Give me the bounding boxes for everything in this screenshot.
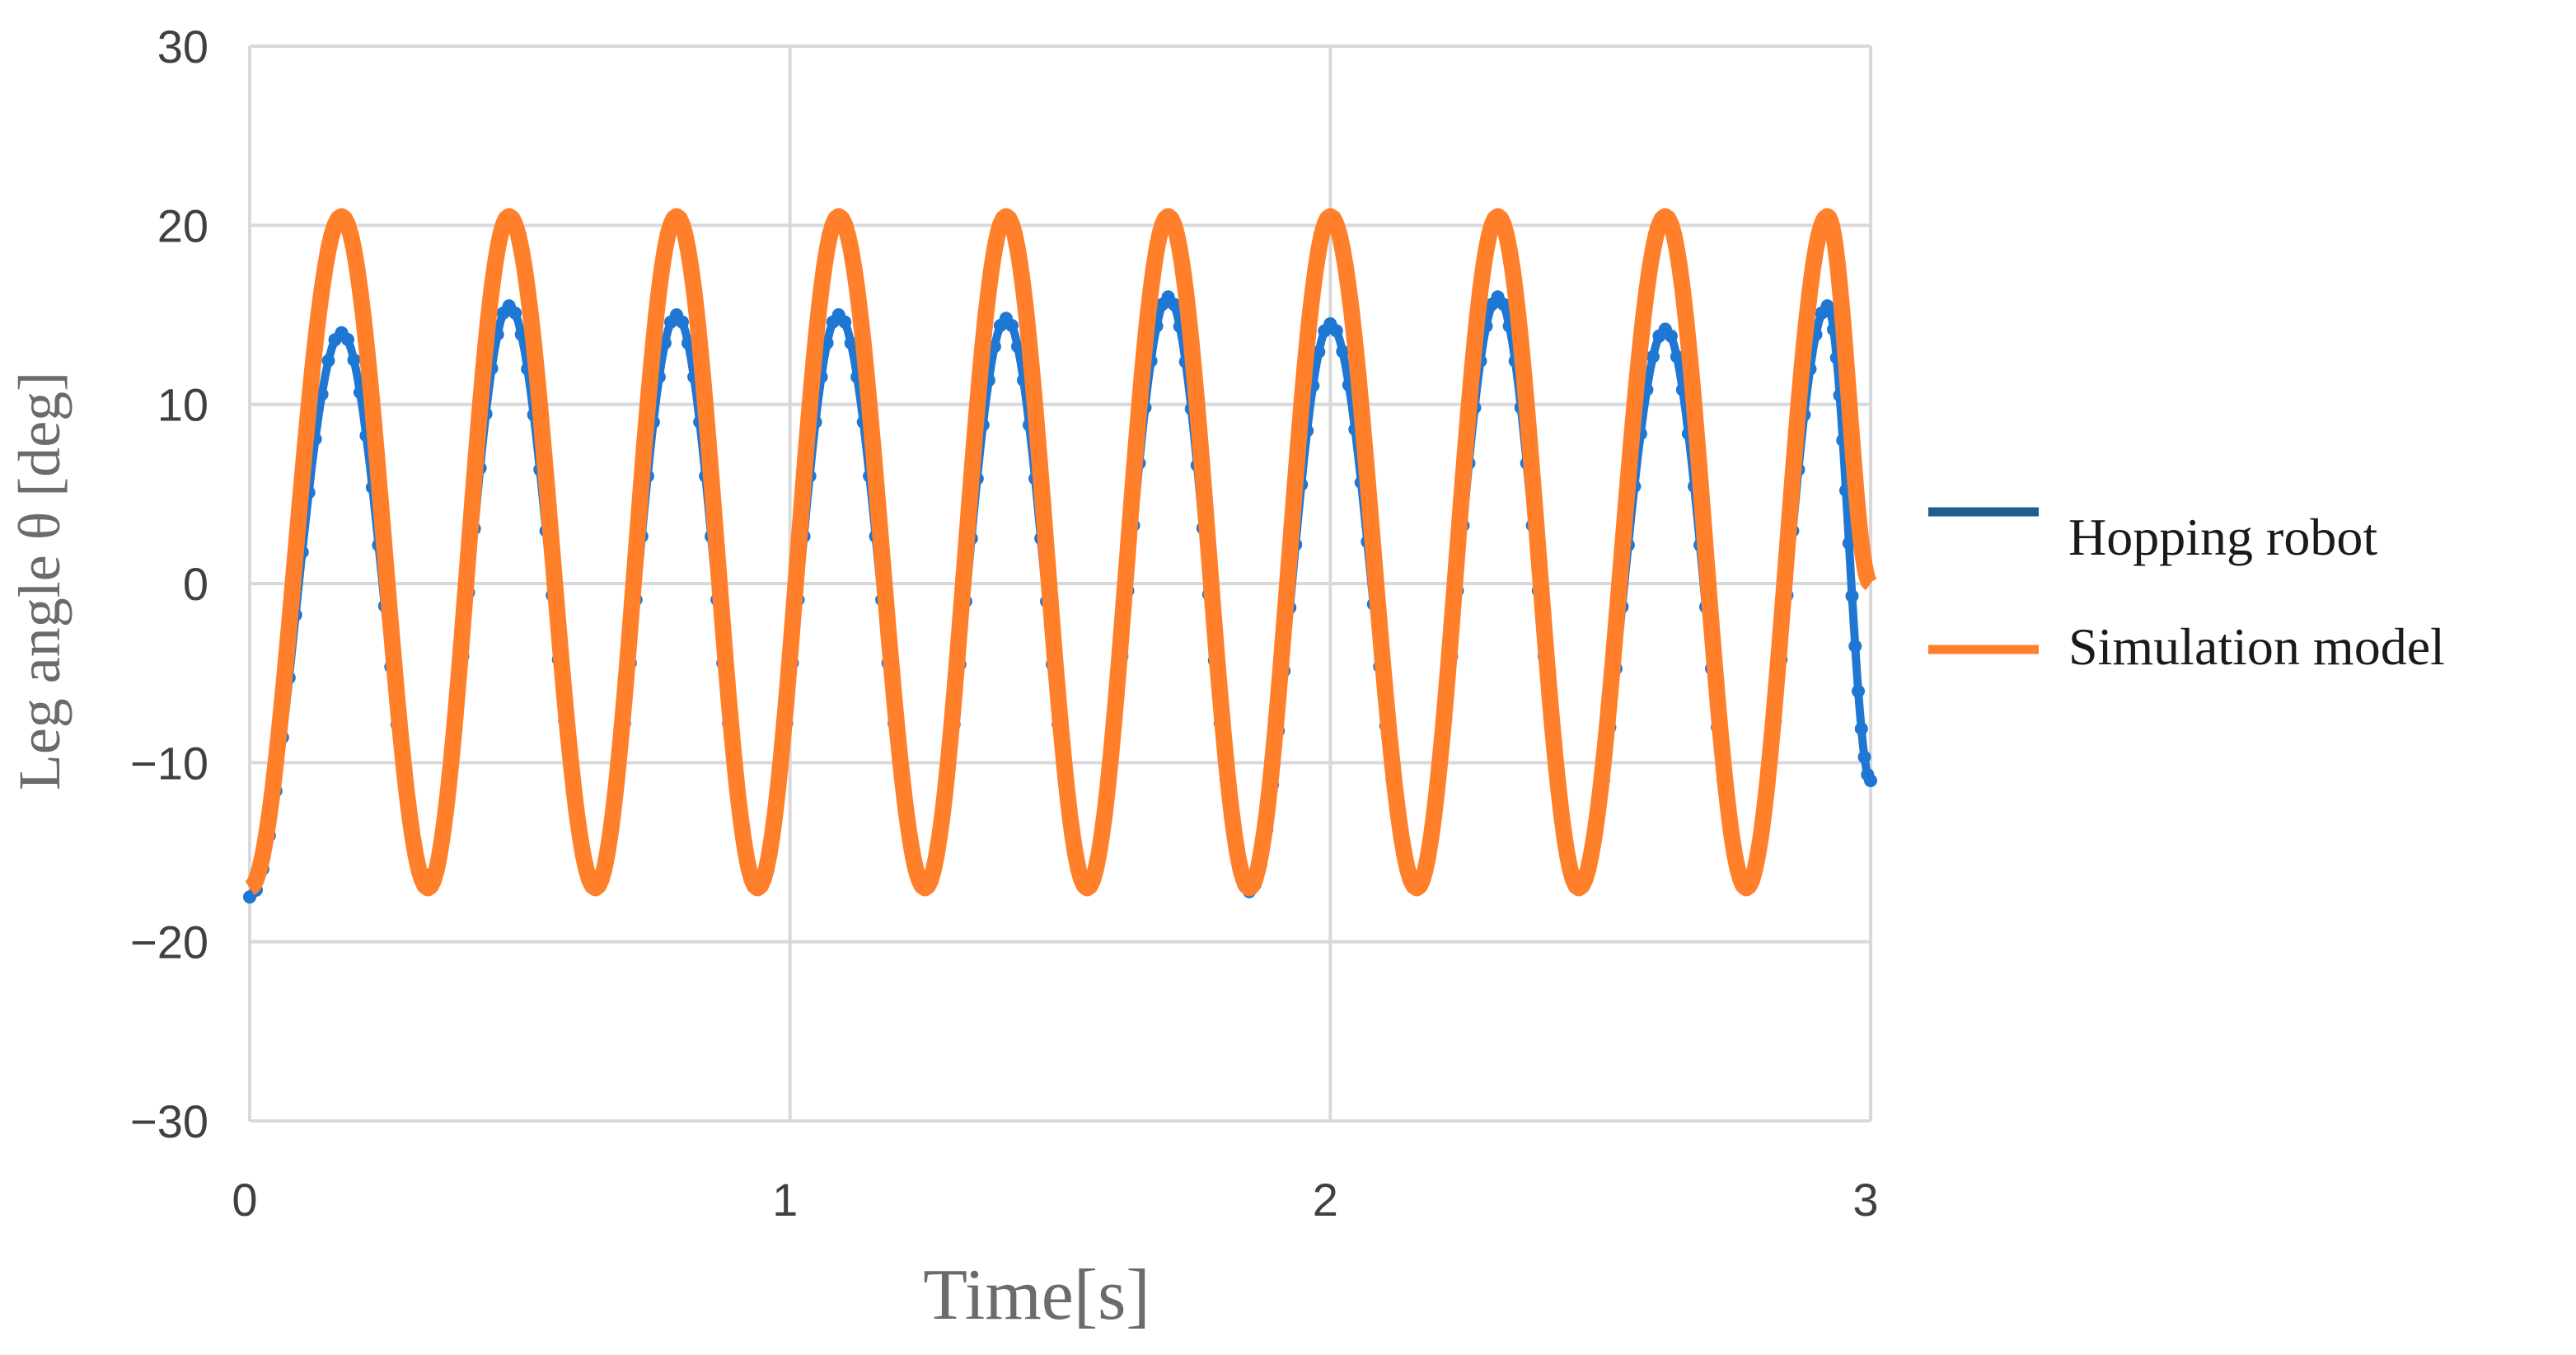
y-axis-label: Leg angle θ [deg] <box>7 372 73 790</box>
y-tick-label: 10 <box>157 379 208 431</box>
data-point <box>1842 537 1856 551</box>
data-point <box>1845 589 1859 603</box>
data-point <box>315 387 329 401</box>
legend: Hopping robot Simulation model <box>1928 507 2445 676</box>
data-point <box>508 306 522 320</box>
data-point <box>1854 722 1868 736</box>
data-point <box>1848 640 1862 653</box>
data-point <box>1852 684 1865 698</box>
tick-labels: 30 20 10 0 −10 −20 −30 0 1 2 3 <box>130 21 1879 1226</box>
series-line-hopping-robot <box>247 293 1874 901</box>
data-point <box>844 336 858 350</box>
data-point <box>987 340 1001 354</box>
x-axis-label: Time[s] <box>923 1255 1150 1335</box>
data-point <box>1336 345 1350 359</box>
data-point <box>1005 319 1019 332</box>
series-layer <box>243 208 1878 904</box>
y-tick-label: −30 <box>130 1095 208 1147</box>
data-point <box>1496 298 1510 312</box>
data-point <box>1329 324 1343 338</box>
data-point <box>1167 298 1181 312</box>
x-tick-label: 0 <box>232 1174 257 1226</box>
y-tick-label: −20 <box>130 917 208 968</box>
legend-label-simulation-model: Simulation model <box>2068 617 2445 676</box>
y-tick-label: 0 <box>183 558 208 610</box>
data-point <box>1857 750 1871 764</box>
x-tick-label: 1 <box>772 1174 798 1226</box>
y-tick-label: −10 <box>130 737 208 789</box>
data-point <box>1646 349 1660 363</box>
series-line-simulation-model <box>245 208 1878 897</box>
data-point <box>1670 349 1684 363</box>
x-tick-label: 3 <box>1852 1174 1878 1226</box>
data-point <box>838 315 852 329</box>
legend-label-hopping-robot: Hopping robot <box>2068 508 2377 566</box>
data-point <box>676 315 689 329</box>
x-tick-label: 2 <box>1313 1174 1338 1226</box>
data-point <box>321 354 335 368</box>
y-tick-label: 20 <box>157 199 208 251</box>
data-point <box>1664 329 1678 343</box>
data-point <box>1312 345 1326 359</box>
y-tick-label: 30 <box>157 21 208 73</box>
data-point <box>1864 774 1877 788</box>
data-point <box>347 353 361 367</box>
data-point <box>341 333 354 346</box>
